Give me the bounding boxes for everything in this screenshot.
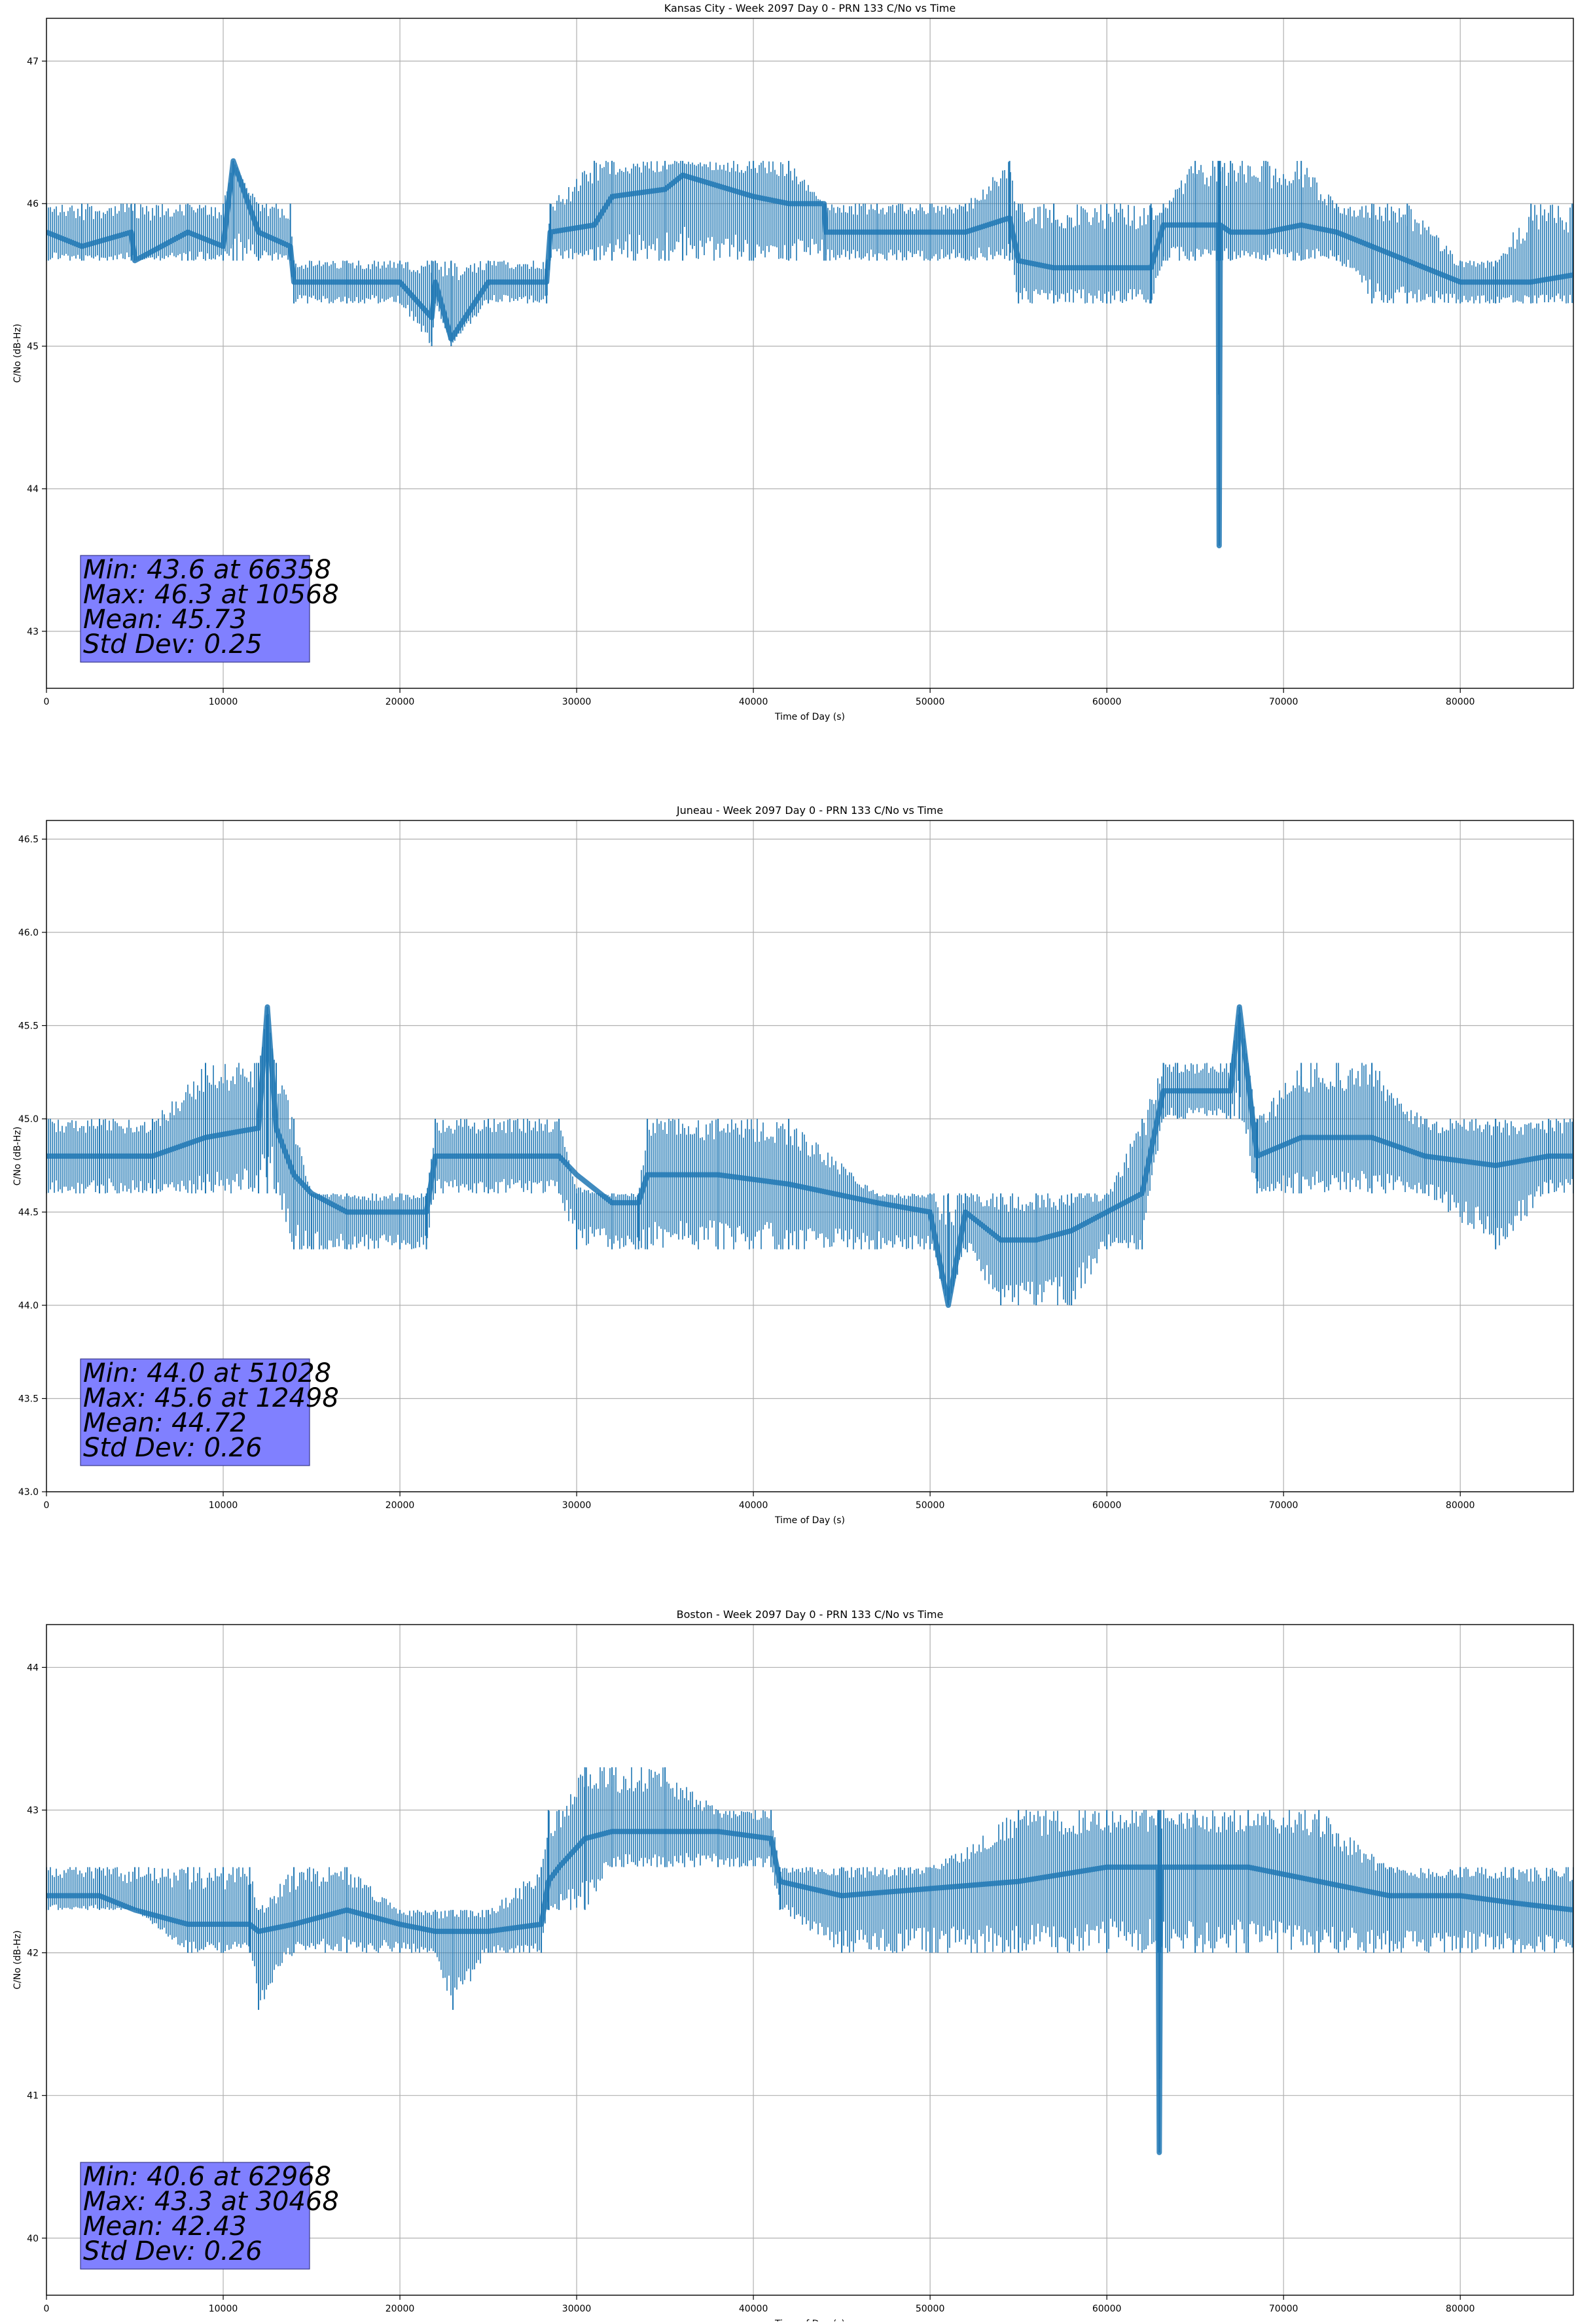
x-tick-label: 40000 bbox=[739, 1500, 768, 1511]
plot-frame bbox=[46, 1624, 1574, 2296]
y-tick-label: 44.0 bbox=[18, 1301, 39, 1311]
x-tick-label: 70000 bbox=[1269, 2304, 1298, 2314]
x-tick-label: 30000 bbox=[562, 2304, 592, 2314]
y-tick-label: 43.5 bbox=[18, 1394, 39, 1405]
stats-line: Max: 45.6 at 12498 bbox=[83, 1383, 339, 1413]
chart-panel-1: Kansas City - Week 2097 Day 0 - PRN 133 … bbox=[12, 2, 1574, 722]
x-tick-label: 10000 bbox=[209, 697, 238, 707]
stats-line: Min: 40.6 at 62968 bbox=[83, 2162, 331, 2192]
series-line bbox=[46, 1829, 1573, 2155]
stats-line: Max: 46.3 at 10568 bbox=[83, 580, 339, 610]
y-tick-label: 45.0 bbox=[18, 1114, 39, 1125]
chart-panel-2: Juneau - Week 2097 Day 0 - PRN 133 C/No … bbox=[12, 804, 1574, 1526]
stats-box-background bbox=[80, 1358, 310, 1466]
y-tick-label: 43.0 bbox=[18, 1487, 39, 1498]
x-tick-label: 0 bbox=[44, 697, 50, 707]
y-tick-label: 45.5 bbox=[18, 1021, 39, 1032]
chart-panel-3: Boston - Week 2097 Day 0 - PRN 133 C/No … bbox=[12, 1608, 1574, 2324]
x-tick-label: 50000 bbox=[916, 2304, 945, 2314]
x-tick-label: 20000 bbox=[385, 1500, 415, 1511]
x-tick-label: 80000 bbox=[1446, 2304, 1475, 2314]
y-tick-label: 43 bbox=[27, 1806, 39, 1816]
stats-box-background bbox=[80, 2162, 310, 2270]
y-tick-label: 46.0 bbox=[18, 928, 39, 938]
stats-box-background bbox=[80, 555, 310, 663]
y-axis-label: C/No (dB-Hz) bbox=[12, 324, 23, 383]
x-tick-label: 60000 bbox=[1092, 1500, 1122, 1511]
y-tick-label: 45 bbox=[27, 342, 39, 352]
x-tick-label: 10000 bbox=[209, 2304, 238, 2314]
y-tick-label: 44.5 bbox=[18, 1208, 39, 1218]
y-tick-label: 47 bbox=[27, 56, 39, 67]
chart-title: Kansas City - Week 2097 Day 0 - PRN 133 … bbox=[664, 2, 956, 14]
y-axis-label: C/No (dB-Hz) bbox=[12, 1930, 23, 1989]
x-tick-label: 60000 bbox=[1092, 697, 1122, 707]
y-tick-label: 46.5 bbox=[18, 835, 39, 845]
x-tick-label: 80000 bbox=[1446, 1500, 1475, 1511]
series-1 bbox=[46, 158, 1573, 549]
x-tick-label: 20000 bbox=[385, 697, 415, 707]
y-tick-label: 46 bbox=[27, 199, 39, 209]
y-tick-label: 41 bbox=[27, 2091, 39, 2102]
series-1 bbox=[46, 1767, 1573, 2155]
series-noise bbox=[46, 160, 1573, 395]
plot-frame bbox=[46, 18, 1574, 689]
stats-line: Std Dev: 0.25 bbox=[83, 629, 262, 660]
x-tick-label: 40000 bbox=[739, 697, 768, 707]
y-tick-label: 44 bbox=[27, 484, 39, 495]
y-tick-label: 40 bbox=[27, 2234, 39, 2244]
series-noise bbox=[46, 1012, 1573, 1305]
x-tick-label: 50000 bbox=[916, 1500, 945, 1511]
chart-title: Juneau - Week 2097 Day 0 - PRN 133 C/No … bbox=[676, 804, 943, 817]
x-tick-label: 60000 bbox=[1092, 2304, 1122, 2314]
y-tick-label: 42 bbox=[27, 1948, 39, 1959]
x-axis-label: Time of Day (s) bbox=[774, 1515, 845, 1526]
chart-title: Boston - Week 2097 Day 0 - PRN 133 C/No … bbox=[677, 1608, 944, 1621]
x-tick-label: 30000 bbox=[562, 697, 592, 707]
stats-line: Std Dev: 0.26 bbox=[83, 2236, 262, 2266]
stats-line: Min: 43.6 at 66358 bbox=[83, 555, 331, 585]
x-tick-label: 0 bbox=[44, 1500, 50, 1511]
y-tick-label: 44 bbox=[27, 1663, 39, 1673]
x-tick-label: 40000 bbox=[739, 2304, 768, 2314]
stats-line: Std Dev: 0.26 bbox=[83, 1433, 262, 1463]
x-axis-label: Time of Day (s) bbox=[774, 2319, 845, 2321]
x-tick-label: 70000 bbox=[1269, 1500, 1298, 1511]
x-tick-label: 30000 bbox=[562, 1500, 592, 1511]
stats-line: Min: 44.0 at 51028 bbox=[83, 1358, 331, 1388]
series-noise bbox=[46, 1767, 1573, 2079]
x-axis-label: Time of Day (s) bbox=[774, 712, 845, 722]
stats-line: Mean: 45.73 bbox=[83, 605, 247, 635]
x-tick-label: 10000 bbox=[209, 1500, 238, 1511]
x-tick-label: 70000 bbox=[1269, 697, 1298, 707]
plot-frame bbox=[46, 820, 1574, 1492]
y-axis-label: C/No (dB-Hz) bbox=[12, 1127, 23, 1186]
series-1 bbox=[46, 1004, 1573, 1308]
x-tick-label: 20000 bbox=[385, 2304, 415, 2314]
x-tick-label: 0 bbox=[44, 2304, 50, 2314]
stats-line: Mean: 42.43 bbox=[83, 2211, 247, 2242]
x-tick-label: 80000 bbox=[1446, 697, 1475, 707]
stats-line: Max: 43.3 at 30468 bbox=[83, 2187, 339, 2217]
x-tick-label: 50000 bbox=[916, 697, 945, 707]
stats-line: Mean: 44.72 bbox=[83, 1408, 247, 1438]
y-tick-label: 43 bbox=[27, 627, 39, 637]
